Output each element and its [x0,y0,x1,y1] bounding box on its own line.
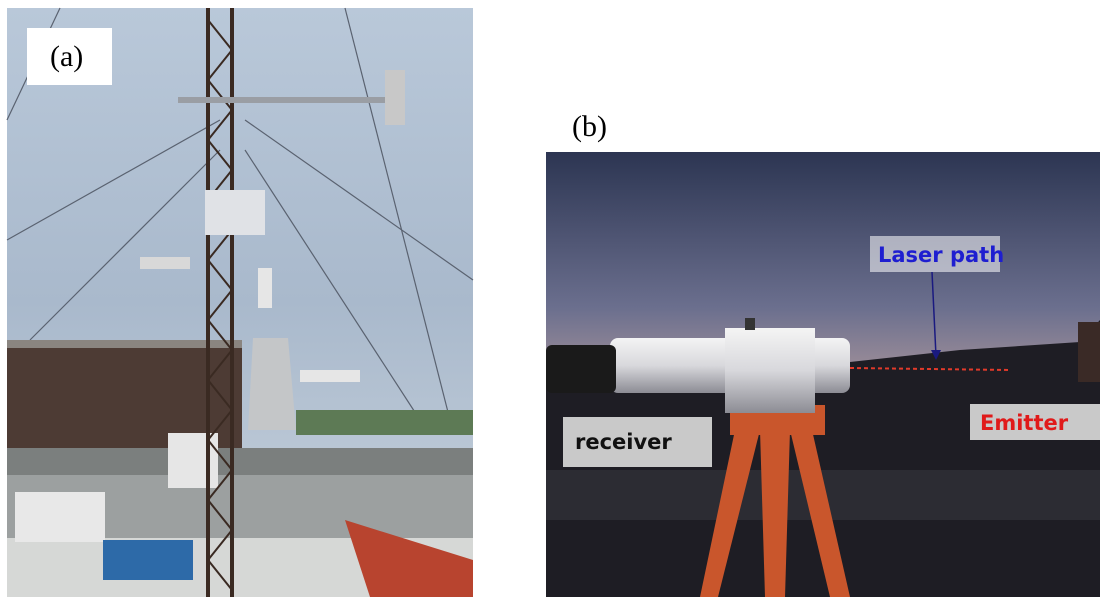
photo-detail [1078,322,1100,382]
annotation: receiver [575,430,672,454]
figure: (a) (b) Laser path receiver Emitter [0,0,1100,599]
photo-detail [546,345,616,393]
photo-detail [248,338,296,430]
photo-detail [725,328,815,413]
photo-detail [385,70,405,125]
panel-label: (a) [50,40,83,73]
photo-detail [296,410,473,435]
annotation: Emitter [980,411,1069,435]
photo-detail [103,540,193,580]
photo-detail [258,268,272,308]
photo-detail [140,257,190,269]
photo-a: (a) [7,8,473,597]
photo-detail [205,190,265,235]
photo-detail [7,448,473,478]
photo-detail [178,97,393,103]
panel-label: (b) [572,110,607,143]
photo-detail [760,430,790,597]
photo-detail [15,492,105,542]
photo-detail [168,433,218,488]
photo-detail [300,370,360,382]
annotation: Laser path [878,243,1004,267]
photo-detail [745,318,755,330]
photo-b: Laser path receiver Emitter [546,152,1100,597]
